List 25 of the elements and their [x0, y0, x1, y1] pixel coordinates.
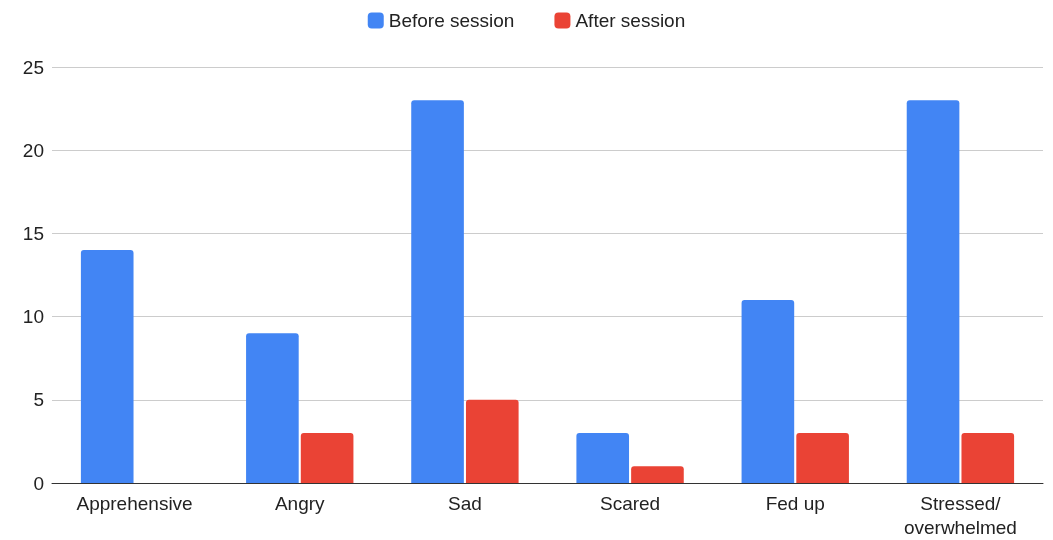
y-tick-label: 0: [33, 472, 44, 494]
bar: [741, 299, 795, 483]
bar: [576, 433, 630, 483]
bar: [300, 433, 354, 483]
x-tick-label: Angry: [274, 492, 326, 514]
bar: [796, 433, 849, 483]
bar: [246, 333, 299, 483]
x-tick-label: Fed up: [765, 492, 825, 514]
y-tick-label: 25: [22, 56, 44, 78]
bar: [411, 100, 464, 483]
x-tick-label: Apprehensive: [76, 492, 193, 514]
x-tick-label: Scared: [599, 492, 661, 514]
y-tick-label: 5: [33, 389, 44, 411]
bar: [80, 250, 134, 483]
x-tick-label: Stressed/overwhelmed: [903, 492, 1017, 538]
y-tick-label: 15: [22, 222, 44, 244]
bar: [906, 100, 960, 483]
bar: [961, 433, 1015, 483]
y-tick-label: 20: [22, 139, 44, 161]
bar: [631, 466, 684, 483]
x-tick-label: Sad: [448, 492, 482, 514]
bar: [465, 399, 519, 483]
legend-label: After session: [575, 10, 686, 31]
legend-label: Before session: [388, 10, 515, 31]
y-tick-label: 10: [22, 306, 44, 328]
